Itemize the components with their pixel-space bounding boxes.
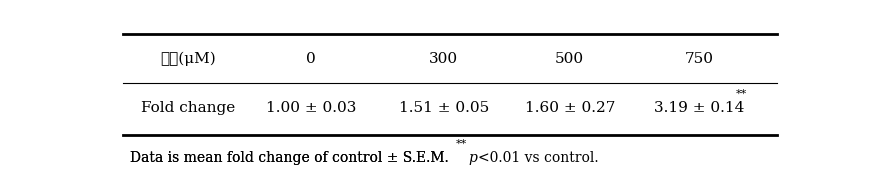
Text: Fold change: Fold change <box>141 101 235 115</box>
Text: 농도(μM): 농도(μM) <box>160 52 216 66</box>
Text: Data is mean fold change of control ± S.E.M.: Data is mean fold change of control ± S.… <box>130 151 453 165</box>
Text: <0.01 vs control.: <0.01 vs control. <box>478 151 598 165</box>
Text: 1.51 ± 0.05: 1.51 ± 0.05 <box>398 101 488 115</box>
Text: **: ** <box>735 88 746 99</box>
Text: 750: 750 <box>684 52 713 66</box>
Text: 500: 500 <box>555 52 584 66</box>
Text: p: p <box>468 151 477 165</box>
Text: 3.19 ± 0.14: 3.19 ± 0.14 <box>653 101 744 115</box>
Text: 0: 0 <box>306 52 315 66</box>
Text: **: ** <box>455 139 466 149</box>
Text: Data is mean fold change of control ± S.E.M.: Data is mean fold change of control ± S.… <box>130 151 453 165</box>
Text: 300: 300 <box>428 52 457 66</box>
Text: 1.00 ± 0.03: 1.00 ± 0.03 <box>265 101 356 115</box>
Text: 1.60 ± 0.27: 1.60 ± 0.27 <box>524 101 615 115</box>
